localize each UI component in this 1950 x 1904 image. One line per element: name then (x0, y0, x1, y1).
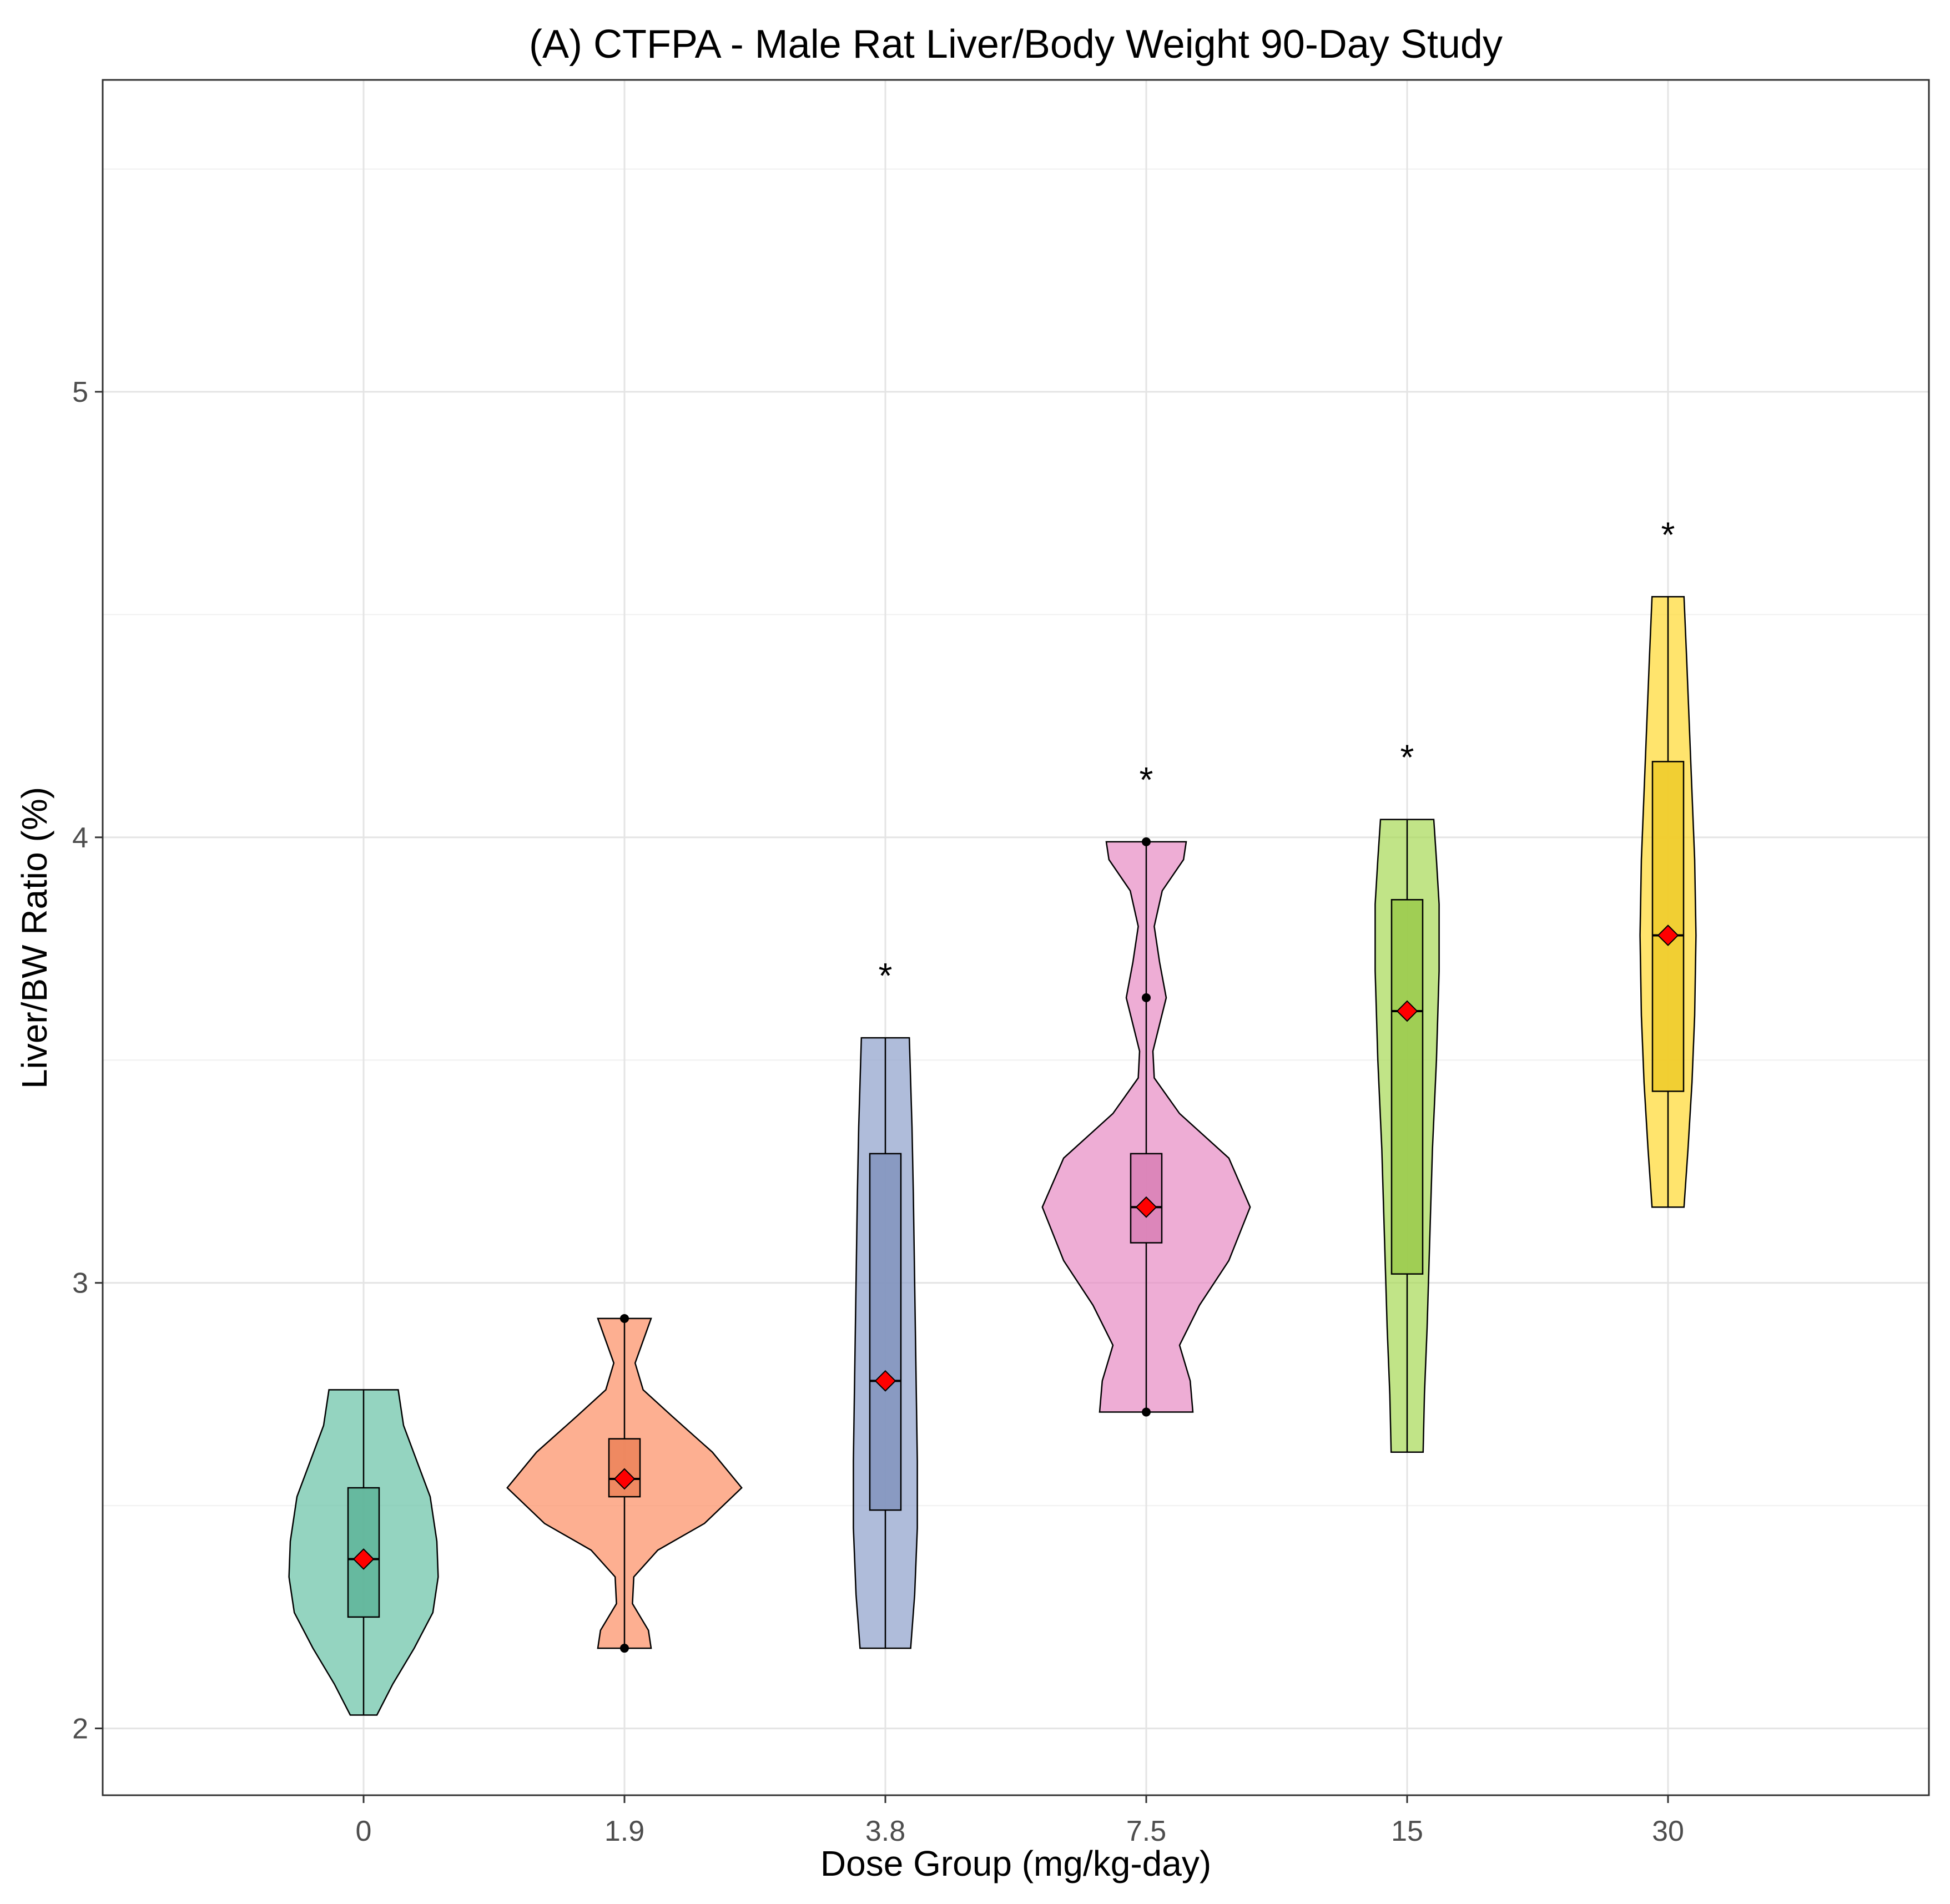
data-point-7.5 (1142, 1407, 1151, 1417)
data-point-7.5 (1142, 837, 1151, 846)
y-tick-label: 4 (72, 822, 88, 854)
mean-marker-0 (352, 1548, 375, 1570)
axes: 2 3 4 5 0 1.9 3.8 7.5 15 30 (72, 376, 1684, 1847)
x-tick-label: 0 (356, 1815, 372, 1847)
plot-panel-border (102, 79, 1930, 1796)
significance-marker-3.8: * (879, 956, 893, 996)
x-tick-label: 3.8 (865, 1815, 905, 1847)
y-tick-label: 5 (72, 376, 88, 408)
data-points: * * * * (352, 514, 1679, 1653)
box-15 (1390, 899, 1424, 1275)
x-tick-label: 30 (1652, 1815, 1684, 1847)
data-point-1.9 (620, 1314, 629, 1323)
data-point-7.5 (1142, 993, 1151, 1002)
mean-marker-1.9 (613, 1468, 636, 1490)
mean-marker-3.8 (874, 1370, 896, 1392)
x-tick-label: 7.5 (1126, 1815, 1166, 1847)
significance-marker-15: * (1400, 738, 1414, 777)
y-tick-label: 2 (72, 1713, 88, 1745)
y-axis-title: Liver/BW Ratio (%) (14, 787, 54, 1089)
box-3.8 (869, 1153, 902, 1511)
significance-marker-30: * (1661, 514, 1675, 554)
chart-title: (A) CTFPA - Male Rat Liver/Body Weight 9… (529, 22, 1503, 67)
data-point-1.9 (620, 1644, 629, 1653)
y-tick-label: 3 (72, 1267, 88, 1300)
x-tick-label: 1.9 (604, 1815, 644, 1847)
x-tick-label: 15 (1391, 1815, 1423, 1847)
mean-marker-30 (1657, 925, 1679, 946)
x-axis-title: Dose Group (mg/kg-day) (820, 1844, 1211, 1883)
mean-marker-7.5 (1135, 1196, 1157, 1218)
mean-marker-15 (1396, 1000, 1418, 1022)
significance-marker-7.5: * (1140, 760, 1153, 800)
